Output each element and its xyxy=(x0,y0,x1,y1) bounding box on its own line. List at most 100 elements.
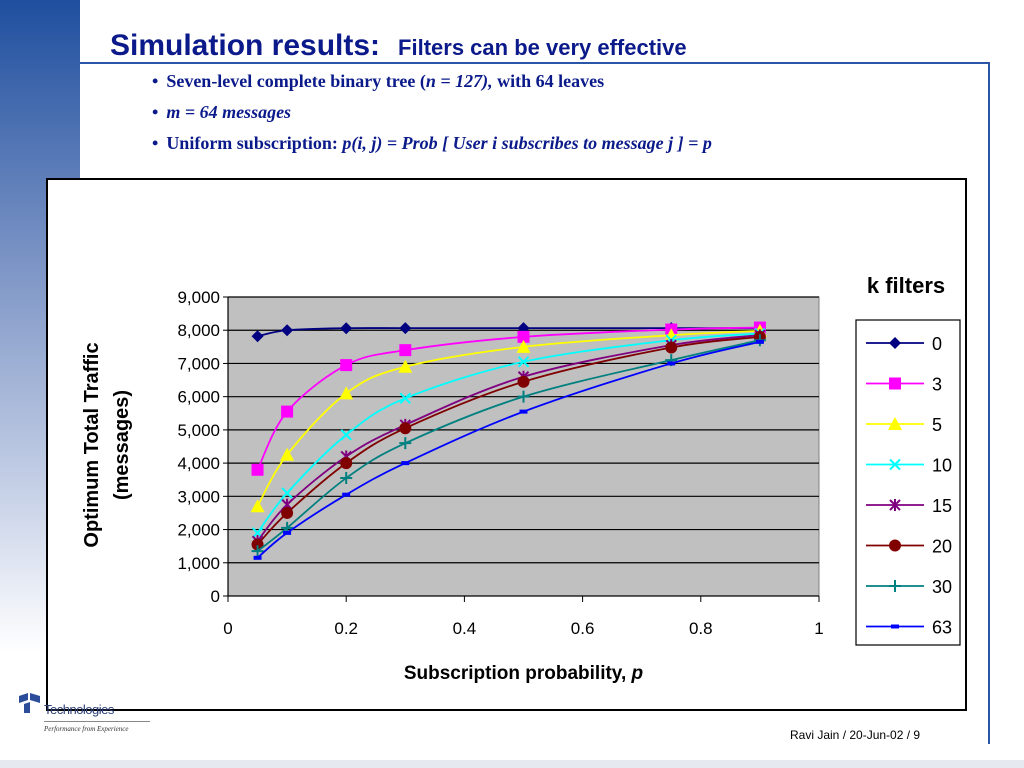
data-point xyxy=(889,499,901,511)
y-tick-label: 6,000 xyxy=(177,388,220,407)
data-point xyxy=(340,457,353,470)
bullet-text: with 64 leaves xyxy=(492,71,605,91)
x-tick-label: 1 xyxy=(814,619,823,638)
data-point xyxy=(516,339,531,353)
y-axis-label: Optimum Total Traffic xyxy=(81,342,103,547)
slide-title: Simulation results: Filters can be very e… xyxy=(110,26,687,63)
y-axis-label-units: (messages) xyxy=(111,390,133,500)
slide-title-sub: Filters can be very effective xyxy=(398,35,687,60)
y-tick-label: 3,000 xyxy=(177,487,220,506)
data-point xyxy=(888,417,902,430)
y-tick-label: 9,000 xyxy=(177,288,220,307)
data-point xyxy=(398,359,413,373)
legend-label: 5 xyxy=(932,415,942,435)
data-point xyxy=(399,322,412,335)
data-point xyxy=(399,344,412,357)
bottom-strip xyxy=(0,760,1024,768)
data-point xyxy=(889,580,901,592)
x-axis-label: Subscription probability, p xyxy=(404,663,643,684)
data-point xyxy=(340,322,353,335)
data-point xyxy=(517,390,530,403)
data-point xyxy=(250,499,265,513)
data-point xyxy=(519,409,528,414)
data-point xyxy=(399,392,412,405)
data-point xyxy=(251,330,264,343)
data-point xyxy=(281,506,294,519)
data-point xyxy=(280,447,295,461)
data-point xyxy=(251,463,264,476)
data-point xyxy=(889,377,901,390)
slide-footer: Ravi Jain / 20-Jun-02 / 9 xyxy=(790,728,921,742)
logo-flag-icon xyxy=(19,693,40,713)
legend-item: 10 xyxy=(866,456,952,476)
logo-tagline: Performance from Experience xyxy=(44,725,129,733)
x-tick-label: 0.4 xyxy=(453,619,477,638)
data-point xyxy=(340,429,352,441)
legend-item: 30 xyxy=(866,577,952,597)
legend-box xyxy=(855,319,961,646)
data-point xyxy=(251,538,264,551)
x-tick-label: 0.2 xyxy=(334,619,358,638)
data-point xyxy=(891,624,899,629)
data-point xyxy=(339,386,354,400)
x-axis-label-text: Subscription probability, xyxy=(404,663,632,684)
bullet-item: Uniform subscription: p(i, j) = Prob [ U… xyxy=(152,130,712,161)
data-point xyxy=(667,361,676,366)
data-point xyxy=(755,339,764,344)
data-point xyxy=(340,472,353,485)
data-point xyxy=(283,530,292,535)
legend-item: 15 xyxy=(866,496,952,516)
bullet-item: m = 64 messages xyxy=(152,99,712,130)
legend-item: 3 xyxy=(866,375,942,395)
bullet-text: Seven-level complete binary tree ( xyxy=(166,71,426,91)
logo-divider xyxy=(44,721,150,722)
legend-label: 20 xyxy=(932,537,952,557)
bullet-text: Uniform subscription: xyxy=(166,133,343,153)
data-point xyxy=(889,337,901,349)
series-63 xyxy=(253,339,764,560)
data-point xyxy=(889,539,901,552)
data-point xyxy=(665,341,678,354)
y-tick-label: 7,000 xyxy=(177,354,220,373)
data-point xyxy=(399,437,412,450)
x-axis-label-var: p xyxy=(631,663,644,684)
data-point xyxy=(281,405,294,418)
y-tick-label: 1,000 xyxy=(177,554,220,573)
x-tick-label: 0.6 xyxy=(571,619,595,638)
x-tick-label: 0 xyxy=(223,619,232,638)
y-tick-label: 8,000 xyxy=(177,321,220,340)
data-point xyxy=(281,324,294,337)
right-rule xyxy=(988,62,990,744)
legend: 0 3 5 10 15 20 30 63 xyxy=(855,319,961,646)
data-point xyxy=(889,458,901,471)
data-point xyxy=(251,545,264,558)
slide-title-main: Simulation results: xyxy=(110,29,381,62)
y-tick-label: 2,000 xyxy=(177,521,220,540)
legend-label: 10 xyxy=(932,456,952,476)
legend-label: 3 xyxy=(932,375,942,395)
y-tick-label: 5,000 xyxy=(177,421,220,440)
data-point xyxy=(342,492,351,497)
x-tick-label: 0.8 xyxy=(689,619,713,638)
data-point xyxy=(340,359,353,372)
legend-item: 0 xyxy=(866,334,942,354)
bullet-list: Seven-level complete binary tree (n = 12… xyxy=(152,68,712,161)
data-point xyxy=(517,322,530,335)
bullet-item: Seven-level complete binary tree (n = 12… xyxy=(152,68,712,99)
data-point xyxy=(401,461,410,466)
legend-label: 0 xyxy=(932,334,942,354)
title-rule xyxy=(80,62,990,64)
data-point xyxy=(517,330,530,343)
data-point xyxy=(399,422,412,435)
company-logo: Technologies Performance from Experience xyxy=(18,690,150,745)
data-point xyxy=(517,375,530,388)
y-tick-label: 0 xyxy=(211,587,220,606)
bullet-text: p(i, j) = Prob [ User i subscribes to me… xyxy=(342,133,712,153)
legend-item: 63 xyxy=(866,618,952,638)
legend-label: 30 xyxy=(932,577,952,597)
traffic-chart: 0 1,000 2,000 3,000 4,000 5,000 6,000 7,000 8,00… xyxy=(81,273,961,684)
legend-item: 20 xyxy=(866,537,952,557)
bullet-text: n = 127), xyxy=(425,71,493,91)
bullet-text: m = 64 messages xyxy=(166,102,292,122)
data-point xyxy=(253,555,262,560)
